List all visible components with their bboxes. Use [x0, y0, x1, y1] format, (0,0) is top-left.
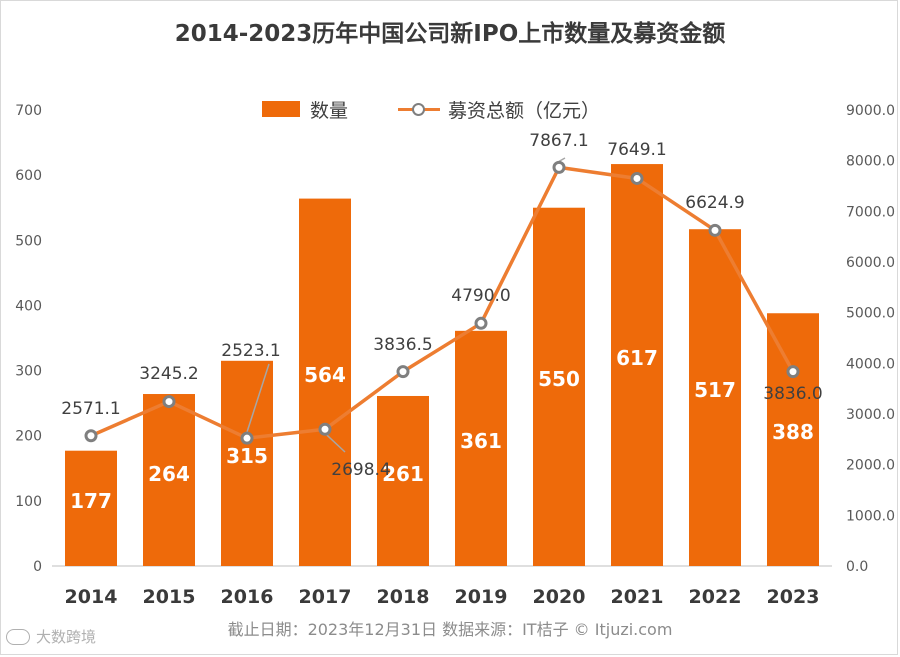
legend-item-amount: 募资总额（亿元） — [398, 96, 600, 123]
bar-value-label: 361 — [460, 429, 502, 453]
bar — [533, 207, 585, 566]
amount-marker — [84, 429, 98, 443]
y-right-tick-label: 4000.0 — [846, 356, 895, 372]
bar — [689, 229, 741, 566]
chart-title: 2014-2023历年中国公司新IPO上市数量及募资金额 — [174, 21, 726, 47]
bar-value-label: 177 — [70, 489, 112, 513]
bar-value-label: 388 — [772, 420, 814, 444]
line-value-label: 2523.1 — [221, 341, 280, 361]
line-value-label: 2698.4 — [331, 460, 390, 480]
y-left-tick-label: 300 — [15, 364, 42, 380]
y-right-tick-label: 9000.0 — [846, 103, 895, 119]
watermark: 大数跨境 — [6, 626, 96, 647]
line-value-label: 3245.2 — [139, 364, 198, 384]
source-note: 截止日期：2023年12月31日 数据来源：IT桔子 © Itjuzi.com — [227, 620, 673, 639]
bar — [143, 394, 195, 566]
line-value-label: 7867.1 — [529, 131, 588, 151]
label-leader-line — [324, 432, 346, 453]
y-right-tick-label: 2000.0 — [846, 458, 895, 474]
bar-value-label: 315 — [226, 444, 268, 468]
legend-label-amount: 募资总额（亿元） — [448, 99, 601, 122]
y-left-tick-label: 700 — [15, 103, 42, 119]
x-tick-label: 2014 — [65, 586, 118, 608]
line-value-label: 6624.9 — [685, 193, 744, 213]
x-tick-label: 2020 — [533, 586, 586, 608]
bar — [611, 164, 663, 566]
y-right-tick-label: 1000.0 — [846, 508, 895, 524]
amount-marker — [396, 365, 410, 379]
amount-marker — [630, 171, 644, 185]
bar — [221, 360, 273, 566]
y-right-tick-label: 7000.0 — [846, 204, 895, 220]
bar-value-label: 550 — [538, 367, 580, 391]
bar-value-label: 261 — [382, 462, 424, 486]
label-leader-line — [558, 157, 566, 163]
bar — [377, 395, 429, 566]
y-left-tick-label: 600 — [15, 168, 42, 184]
legend-item-count: 数量 — [262, 96, 348, 123]
x-tick-label: 2015 — [143, 586, 196, 608]
legend-line-swatch — [398, 101, 441, 117]
x-tick-label: 2019 — [455, 586, 508, 608]
line-value-label: 2571.1 — [61, 399, 120, 419]
bar — [299, 198, 351, 566]
amount-marker — [552, 160, 566, 174]
x-tick-label: 2016 — [221, 586, 274, 608]
y-left-tick-label: 100 — [15, 494, 42, 510]
legend: 数量 募资总额（亿元） — [262, 94, 650, 124]
x-tick-label: 2021 — [611, 586, 664, 608]
amount-line — [90, 165, 795, 440]
y-left-tick-label: 0 — [33, 559, 42, 575]
legend-label-count: 数量 — [310, 99, 349, 122]
bar-value-label: 564 — [304, 363, 346, 387]
y-right-tick-label: 3000.0 — [846, 407, 895, 423]
amount-marker — [240, 431, 254, 445]
x-tick-label: 2022 — [689, 586, 742, 608]
legend-bar-swatch — [262, 101, 300, 117]
amount-marker — [162, 395, 176, 409]
label-leader-line — [246, 363, 270, 433]
y-left-tick-label: 500 — [15, 233, 42, 249]
line-value-label: 3836.0 — [763, 384, 822, 404]
y-right-tick-label: 5000.0 — [846, 306, 895, 322]
bar-value-label: 264 — [148, 462, 190, 486]
x-tick-label: 2017 — [299, 586, 352, 608]
watermark-logo-icon — [6, 628, 30, 645]
y-right-tick-label: 8000.0 — [846, 154, 895, 170]
amount-marker — [318, 422, 332, 436]
amount-marker — [708, 223, 722, 237]
x-tick-label: 2023 — [767, 586, 820, 608]
amount-marker — [786, 365, 800, 379]
line-value-label: 7649.1 — [607, 140, 666, 160]
y-right-tick-label: 6000.0 — [846, 255, 895, 271]
bar — [767, 313, 819, 566]
y-right-tick-label: 0.0 — [846, 559, 868, 575]
line-value-label: 4790.0 — [451, 286, 510, 306]
x-tick-label: 2018 — [377, 586, 430, 608]
y-left-tick-label: 200 — [15, 429, 42, 445]
y-left-tick-label: 400 — [15, 298, 42, 314]
bar — [65, 450, 117, 566]
bar-value-label: 617 — [616, 346, 658, 370]
amount-marker — [474, 316, 488, 330]
bar-value-label: 517 — [694, 378, 736, 402]
watermark-text: 大数跨境 — [36, 628, 97, 646]
bar — [455, 330, 507, 566]
line-value-label: 3836.5 — [373, 335, 432, 355]
